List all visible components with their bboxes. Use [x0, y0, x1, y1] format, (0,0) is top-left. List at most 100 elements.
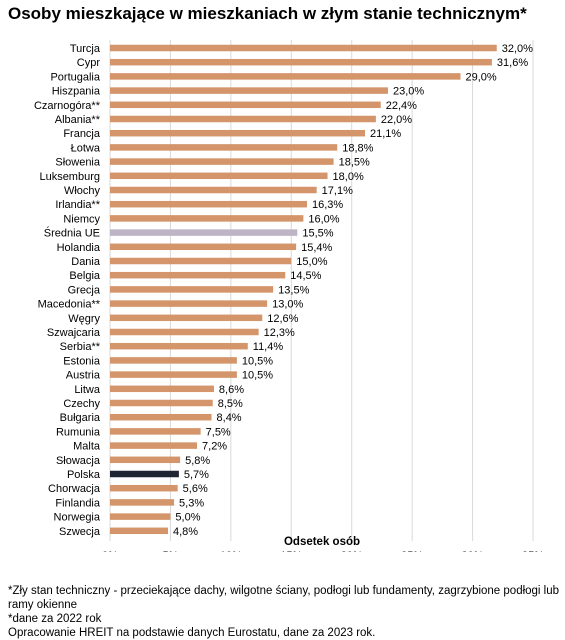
category-label: Czechy — [63, 398, 100, 410]
category-label: Polska — [67, 469, 101, 481]
category-label: Portugalia — [50, 71, 100, 83]
category-label: Szwajcaria — [47, 327, 101, 339]
bar — [110, 442, 198, 449]
value-label: 5,3% — [179, 497, 204, 509]
bar — [110, 300, 268, 307]
bar — [110, 44, 497, 52]
category-label: Belgia — [69, 270, 100, 282]
value-label: 17,1% — [322, 185, 353, 197]
category-label: Szwecja — [59, 526, 101, 538]
bar — [110, 314, 263, 322]
category-label: Niemcy — [63, 213, 100, 225]
bar-chart: Turcja Cypr Portugalia Hiszpania Czarnogóra*… — [34, 40, 544, 552]
footnotes: *Zły stan techniczny - przeciekające dac… — [8, 584, 560, 640]
value-label: 13,5% — [278, 284, 309, 296]
category-label: Dania — [71, 256, 101, 268]
category-label: Finlandia — [55, 497, 101, 509]
x-tick-labels: 0% 5% 10% 15% 20% 25% 30% 35% — [102, 550, 544, 552]
x-tick-label: 25% — [401, 550, 423, 552]
bar — [110, 456, 181, 464]
bar — [110, 371, 237, 378]
bar — [110, 115, 376, 123]
value-label: 13,0% — [272, 299, 303, 311]
value-label: 16,0% — [308, 213, 339, 225]
category-label: Słowacja — [56, 455, 101, 467]
x-tick-label: 15% — [280, 550, 302, 552]
category-label: Średnia UE — [44, 227, 100, 240]
value-label: 18,8% — [342, 142, 373, 154]
bar — [110, 499, 175, 506]
category-label: Bułgaria — [60, 412, 101, 424]
x-tick-label: 10% — [220, 550, 242, 552]
value-label: 8,6% — [219, 384, 244, 396]
category-label: Luksemburg — [39, 171, 100, 183]
value-label: 22,0% — [381, 114, 412, 126]
value-label: 18,0% — [333, 171, 364, 183]
category-label: Słowenia — [55, 157, 101, 169]
value-label: 8,5% — [218, 398, 243, 410]
value-label: 8,4% — [217, 412, 242, 424]
value-label: 18,5% — [339, 157, 370, 169]
x-tick-label: 20% — [341, 550, 363, 552]
category-label: Litwa — [74, 384, 101, 396]
x-axis-label: Odsetek osób — [284, 536, 360, 548]
bar — [110, 172, 328, 180]
bar — [110, 87, 388, 94]
value-label: 5,7% — [184, 469, 209, 481]
value-label: 4,8% — [173, 526, 198, 538]
value-label: 10,5% — [242, 355, 273, 367]
category-label: Włochy — [64, 185, 101, 197]
category-label: Cypr — [77, 57, 101, 69]
category-label: Austria — [66, 370, 101, 382]
bar — [110, 271, 286, 279]
category-label: Grecja — [68, 284, 101, 296]
category-label: Rumunia — [56, 426, 101, 438]
value-label: 31,6% — [497, 57, 528, 69]
value-label: 5,8% — [185, 455, 210, 467]
bar — [110, 158, 334, 165]
category-label: Hiszpania — [52, 86, 101, 98]
footnote-2022: *dane za 2022 rok — [8, 613, 102, 625]
chart-title: Osoby mieszkające w mieszkaniach w złym … — [8, 4, 527, 23]
bar — [110, 144, 338, 151]
category-label: Norwegia — [54, 512, 101, 524]
bar — [110, 101, 381, 109]
category-label: Węgry — [68, 313, 100, 325]
category-label: Macedonia** — [38, 299, 101, 311]
value-labels: 32,0% 31,6%29,0% 23,0% 22,4% 22,0% 21,1% 18,8%… — [173, 43, 533, 538]
bar — [110, 58, 492, 66]
bar — [110, 257, 292, 265]
bar — [110, 328, 259, 336]
bar — [110, 243, 297, 251]
bar — [110, 186, 317, 194]
value-label: 32,0% — [502, 43, 533, 55]
category-label: Serbia** — [60, 341, 101, 353]
bar — [110, 428, 201, 435]
bar — [110, 342, 248, 350]
value-label: 5,0% — [175, 512, 200, 524]
category-label: Łotwa — [71, 142, 101, 154]
x-tick-label: 35% — [522, 550, 544, 552]
footnote-source: Opracowanie HREIT na podstawie danych Eu… — [8, 627, 376, 639]
category-label: Chorwacja — [48, 483, 101, 495]
footnote-definition: *Zły stan techniczny - przeciekające dac… — [8, 585, 560, 611]
value-label: 29,0% — [465, 71, 496, 83]
bar — [110, 200, 307, 208]
category-label: Francja — [63, 128, 101, 140]
x-tick-label: 5% — [162, 550, 178, 552]
value-label: 23,0% — [393, 86, 424, 98]
bar — [110, 73, 461, 80]
category-labels: Turcja Cypr Portugalia Hiszpania Czarnogóra*… — [34, 43, 101, 538]
category-label: Holandia — [57, 242, 101, 254]
value-label: 15,0% — [296, 256, 327, 268]
x-tick-label: 30% — [462, 550, 484, 552]
x-tick-label: 0% — [102, 550, 118, 552]
value-label: 15,5% — [302, 228, 333, 240]
value-label: 7,5% — [206, 426, 231, 438]
bar — [110, 470, 179, 478]
bar — [110, 229, 298, 236]
bar — [110, 484, 178, 492]
value-label: 22,4% — [386, 100, 417, 112]
category-label: Turcja — [70, 43, 101, 55]
bar — [110, 385, 214, 393]
